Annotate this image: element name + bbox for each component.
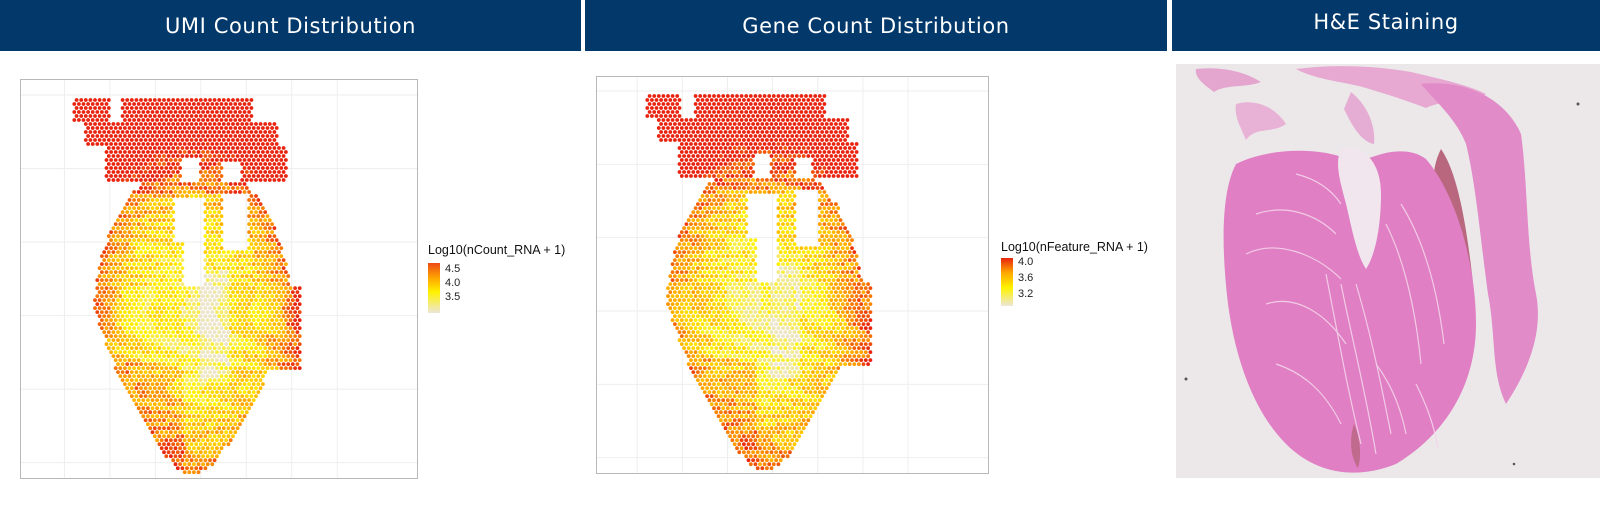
- he-stain-image: [1176, 64, 1600, 478]
- gene-legend-tick: 3.6: [1018, 272, 1034, 284]
- umi-colorbar: [428, 263, 440, 313]
- heart-tissue-illustration: [1176, 64, 1600, 478]
- gene-header-title: Gene Count Distribution: [742, 13, 1010, 38]
- umi-header-title: UMI Count Distribution: [164, 13, 417, 38]
- gene-spatial-plot: [596, 76, 989, 474]
- umi-legend: Log10(nCount_RNA + 1) 4.5 4.0 3.5: [428, 243, 566, 313]
- gene-panel-header: Gene Count Distribution: [585, 0, 1167, 51]
- umi-panel-header: UMI Count Distribution: [0, 0, 581, 51]
- he-panel-header: H&E Staining: [1172, 0, 1600, 51]
- gene-legend-tick: 3.2: [1018, 288, 1034, 300]
- umi-legend-title: Log10(nCount_RNA + 1): [428, 243, 566, 257]
- umi-spatial-plot: [20, 79, 418, 479]
- he-header-title: H&E Staining: [1313, 10, 1459, 34]
- umi-legend-tick: 4.5: [445, 263, 461, 275]
- gene-spot-scatter: [597, 77, 988, 473]
- gene-legend-tick: 4.0: [1018, 256, 1034, 268]
- umi-spot-scatter: [21, 80, 417, 478]
- gene-legend: Log10(nFeature_RNA + 1) 4.0 3.6 3.2: [1001, 240, 1148, 306]
- umi-legend-tick: 3.5: [445, 291, 461, 303]
- gene-colorbar: [1001, 258, 1013, 306]
- umi-legend-tick: 4.0: [445, 277, 461, 289]
- gene-legend-title: Log10(nFeature_RNA + 1): [1001, 240, 1148, 254]
